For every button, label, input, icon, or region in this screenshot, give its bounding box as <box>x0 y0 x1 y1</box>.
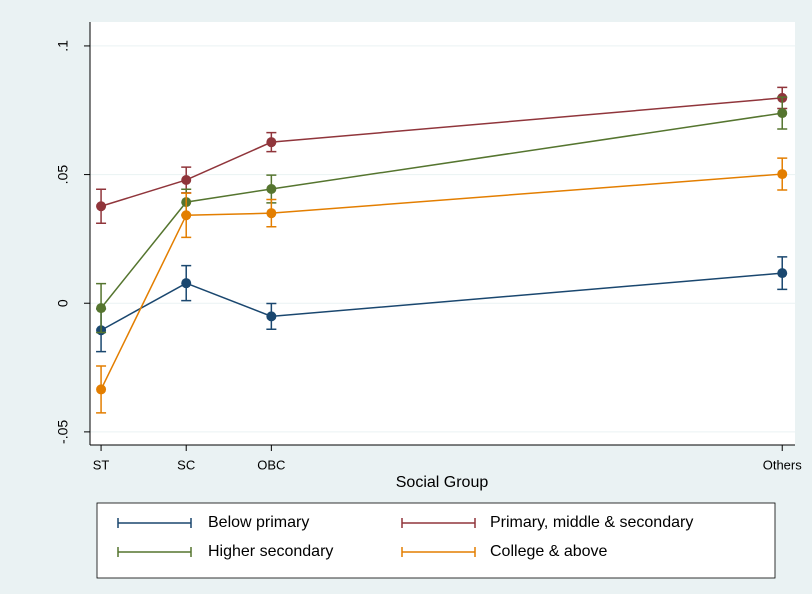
x-tick-label: Others <box>763 457 803 472</box>
marker <box>181 174 192 185</box>
y-tick-label: .1 <box>55 40 71 52</box>
legend-label: Primary, middle & secondary <box>490 514 693 531</box>
marker <box>777 169 788 180</box>
series-line <box>100 173 783 390</box>
marker <box>266 183 277 194</box>
marker <box>266 137 277 148</box>
marker <box>181 210 192 221</box>
x-axis-title: Social Group <box>396 474 489 491</box>
x-tick-label: OBC <box>257 457 285 472</box>
y-tick-label: -.05 <box>55 420 71 444</box>
y-tick-label: 0 <box>55 299 71 307</box>
series-line <box>100 112 783 309</box>
series-line <box>100 97 783 207</box>
plot-area <box>90 22 795 445</box>
series-line <box>100 272 783 331</box>
marker <box>181 278 192 289</box>
marker <box>266 208 277 219</box>
x-tick-label: SC <box>177 457 195 472</box>
legend-box <box>96 502 776 579</box>
marker <box>777 108 788 119</box>
legend-label: Higher secondary <box>208 543 333 560</box>
legend-label: Below primary <box>208 514 309 531</box>
marker <box>96 303 107 314</box>
legend-label: College & above <box>490 543 608 560</box>
y-tick-label: .05 <box>55 165 71 185</box>
marker <box>96 201 107 212</box>
marker <box>96 384 107 395</box>
legend-key <box>117 518 192 528</box>
marker <box>777 268 788 279</box>
legend-key <box>401 547 476 557</box>
legend-key <box>117 547 192 557</box>
marker <box>266 311 277 322</box>
legend-key <box>401 518 476 528</box>
x-tick-label: ST <box>93 457 110 472</box>
